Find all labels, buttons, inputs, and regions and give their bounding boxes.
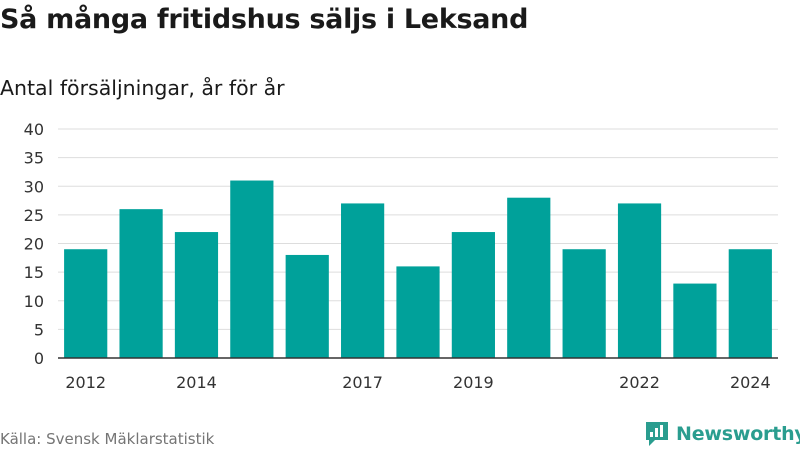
bar (673, 283, 717, 358)
y-tick-label: 30 (24, 177, 44, 196)
bar (562, 249, 606, 358)
x-tick-label: 2024 (730, 373, 771, 392)
bar (119, 209, 163, 358)
y-tick-label: 35 (24, 149, 44, 168)
bar (64, 249, 108, 358)
brand-name: Newsworthy (676, 423, 800, 445)
x-tick-label: 2017 (342, 373, 383, 392)
x-tick-label: 2012 (65, 373, 106, 392)
bar (617, 203, 662, 358)
bar-chart: 0 5 10 15 20 25 30 35 40 2012 2014 2017 2019 2022 202… (24, 120, 778, 392)
y-tick-label: 20 (24, 235, 44, 254)
bar (507, 197, 551, 358)
chart-title: Så många fritidshus säljs i Leksand (0, 4, 529, 35)
y-tick-label: 5 (34, 320, 44, 339)
y-tick-label: 0 (34, 349, 44, 368)
y-tick-label: 25 (24, 206, 44, 225)
x-tick-label: 2022 (619, 373, 660, 392)
bars (64, 180, 772, 358)
y-tick-label: 40 (24, 120, 44, 139)
bar (174, 232, 219, 358)
x-axis-ticks: 2012 2014 2017 2019 2022 2024 (65, 373, 770, 392)
bar (396, 266, 440, 358)
bar (230, 180, 274, 358)
bar (341, 203, 385, 358)
brand-logo[interactable]: Newsworthy (644, 420, 800, 448)
y-axis-ticks: 0 5 10 15 20 25 30 35 40 (24, 120, 44, 368)
chart-subtitle: Antal försäljningar, år för år (0, 76, 285, 100)
x-tick-label: 2014 (176, 373, 217, 392)
newsworthy-logo-icon (646, 422, 668, 446)
bar (728, 249, 772, 358)
y-tick-label: 10 (24, 292, 44, 311)
x-tick-label: 2019 (453, 373, 494, 392)
source-note: Källa: Svensk Mäklarstatistik (0, 430, 215, 448)
bar (285, 254, 329, 358)
y-tick-label: 15 (24, 263, 44, 282)
bar (451, 232, 495, 358)
